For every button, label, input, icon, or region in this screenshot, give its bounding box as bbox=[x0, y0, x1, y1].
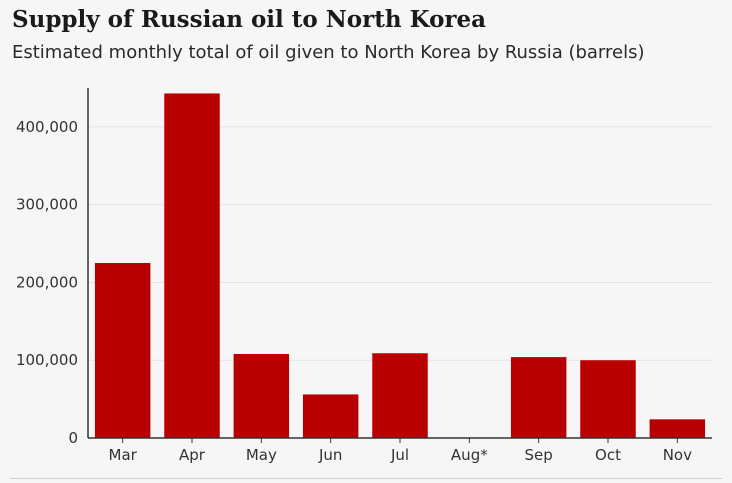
chart-title: Supply of Russian oil to North Korea bbox=[12, 6, 487, 33]
x-tick-label: Aug* bbox=[451, 446, 488, 464]
y-tick-label: 200,000 bbox=[16, 273, 78, 291]
bar-oct bbox=[580, 360, 636, 438]
y-tick-label: 100,000 bbox=[16, 351, 78, 369]
bar-apr bbox=[164, 93, 220, 438]
x-tick-label: May bbox=[246, 446, 277, 464]
x-tick-label: Nov bbox=[663, 446, 692, 464]
y-tick-label: 400,000 bbox=[16, 118, 78, 136]
x-tick-label: Oct bbox=[595, 446, 621, 464]
bar-may bbox=[233, 354, 290, 438]
bar-mar bbox=[94, 263, 151, 438]
footer-divider bbox=[10, 478, 722, 479]
bar-jun bbox=[302, 394, 359, 438]
x-tick-label: Mar bbox=[109, 446, 138, 464]
bar-jul bbox=[372, 353, 428, 438]
bar-sep bbox=[510, 357, 567, 438]
x-tick-label: Apr bbox=[179, 446, 206, 464]
bar-nov bbox=[649, 419, 706, 438]
x-tick-label: Jun bbox=[318, 446, 342, 464]
y-tick-label: 0 bbox=[68, 429, 78, 447]
chart-subtitle: Estimated monthly total of oil given to … bbox=[12, 42, 645, 63]
x-tick-label: Jul bbox=[390, 446, 409, 464]
y-tick-label: 300,000 bbox=[16, 196, 78, 214]
x-tick-label: Sep bbox=[525, 446, 553, 464]
